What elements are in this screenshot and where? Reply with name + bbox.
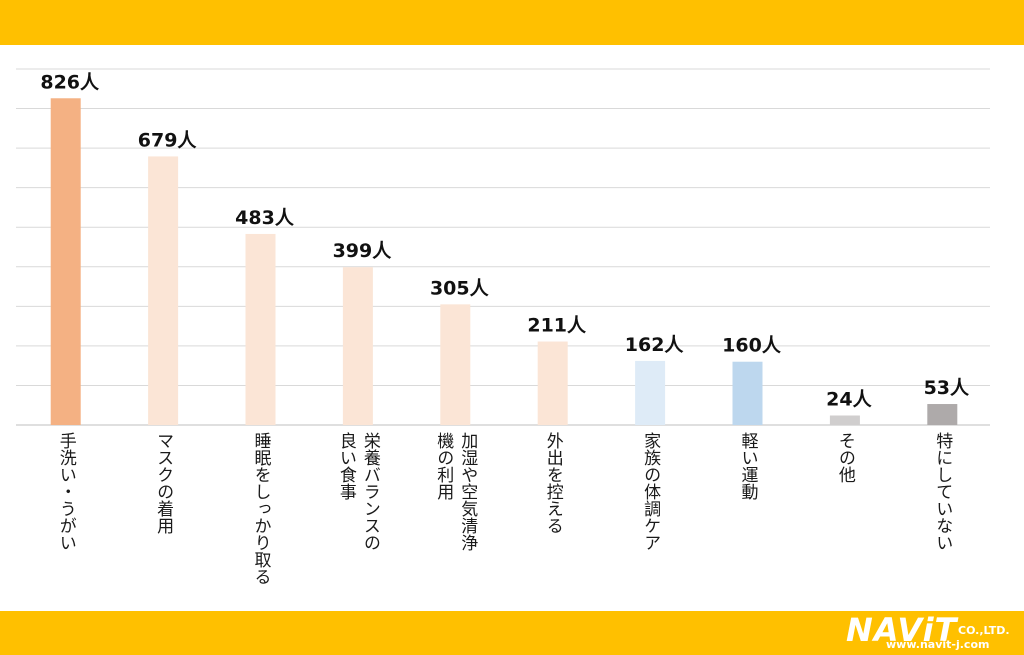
value-labels: 826人 679人 483人 399人 305人 211人 162人 160人 24人 53人 — [40, 71, 970, 410]
bar-8 — [732, 361, 763, 425]
bar-7 — [635, 360, 666, 425]
category-label-10: 特にしていない — [932, 432, 953, 551]
category-label-5-line-1: 加湿や空気清浄 — [457, 432, 478, 551]
category-label-6: 外出を控える — [542, 432, 563, 534]
value-label-6: 211人 — [527, 315, 587, 337]
category-label-4-line-2: 良い食事 — [335, 432, 356, 500]
value-label-10: 53人 — [924, 377, 970, 399]
logo-suffix: CO.,LTD. — [958, 624, 1010, 637]
category-label-2: マスクの着用 — [153, 432, 174, 534]
value-label-1: 826人 — [40, 71, 100, 93]
category-label-8: 軽い運動 — [737, 432, 758, 500]
bar-1 — [50, 98, 81, 425]
bar-6 — [537, 341, 568, 425]
value-label-4: 399人 — [333, 240, 393, 262]
bar-3 — [245, 233, 276, 425]
gridlines — [16, 68, 990, 426]
category-label-7: 家族の体調ケア — [640, 432, 661, 551]
category-label-4-line-1: 栄養バランスの — [359, 432, 380, 551]
value-label-9: 24人 — [826, 389, 872, 411]
category-label-3: 睡眠をしっかり取る — [250, 432, 271, 585]
navit-logo: NAViT CO.,LTD. www.navit-j.com — [846, 612, 1018, 652]
logo-name: NAViT — [846, 611, 958, 649]
header-band — [0, 0, 1024, 45]
footer-band — [0, 611, 1024, 655]
value-label-3: 483人 — [235, 207, 295, 229]
value-label-2: 679人 — [138, 129, 198, 151]
bars — [50, 98, 958, 425]
bar-10 — [927, 404, 958, 425]
category-label-1: 手洗い・うがい — [55, 432, 76, 551]
bar-9 — [829, 415, 860, 425]
bar-5 — [440, 304, 471, 425]
logo-url: www.navit-j.com — [886, 638, 990, 651]
bar-4 — [342, 267, 373, 425]
value-label-5: 305人 — [430, 277, 490, 299]
bar-2 — [148, 156, 179, 425]
value-label-8: 160人 — [722, 335, 782, 357]
category-label-5-line-2: 機の利用 — [433, 432, 454, 500]
category-label-9: その他 — [834, 432, 855, 483]
value-label-7: 162人 — [625, 334, 685, 356]
